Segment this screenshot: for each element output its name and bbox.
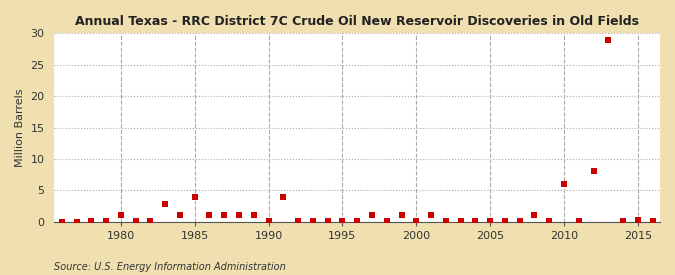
Point [219, 213, 230, 217]
Point [632, 218, 643, 222]
Point [189, 194, 200, 199]
Point [278, 194, 289, 199]
Point [618, 219, 628, 224]
Point [115, 213, 126, 217]
Point [411, 219, 422, 224]
Point [367, 213, 377, 217]
Point [485, 219, 495, 224]
Point [57, 219, 68, 224]
Point [322, 219, 333, 224]
Point [86, 219, 97, 224]
Point [529, 213, 540, 218]
Point [145, 219, 156, 224]
Point [440, 219, 451, 224]
Point [337, 219, 348, 224]
Point [603, 37, 614, 42]
Point [175, 213, 186, 217]
Point [293, 219, 304, 224]
Point [263, 219, 274, 224]
Point [470, 219, 481, 224]
Point [352, 219, 362, 224]
Point [101, 219, 111, 224]
Point [544, 219, 555, 224]
Text: Source: U.S. Energy Information Administration: Source: U.S. Energy Information Administ… [54, 262, 286, 272]
Y-axis label: Million Barrels: Million Barrels [15, 88, 25, 167]
Point [514, 219, 525, 224]
Point [455, 219, 466, 224]
Point [71, 219, 82, 224]
Point [234, 213, 244, 217]
Point [426, 213, 437, 217]
Point [573, 219, 584, 224]
Point [559, 182, 570, 186]
Point [396, 213, 407, 218]
Point [588, 169, 599, 174]
Point [308, 219, 319, 224]
Point [248, 213, 259, 218]
Point [500, 219, 510, 224]
Point [647, 219, 658, 224]
Point [381, 219, 392, 224]
Point [160, 202, 171, 206]
Point [204, 213, 215, 217]
Point [130, 219, 141, 224]
Title: Annual Texas - RRC District 7C Crude Oil New Reservoir Discoveries in Old Fields: Annual Texas - RRC District 7C Crude Oil… [75, 15, 639, 28]
